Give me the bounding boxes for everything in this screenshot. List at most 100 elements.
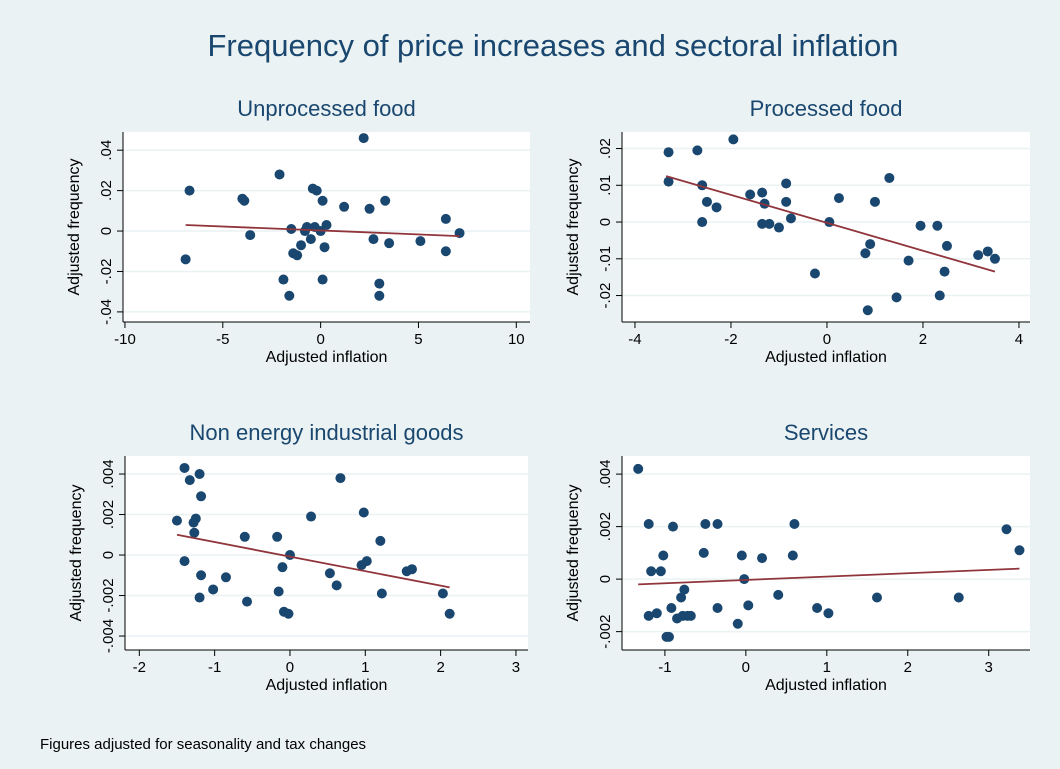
point	[679, 584, 690, 595]
point	[643, 518, 654, 529]
point	[743, 600, 754, 611]
point	[358, 133, 369, 144]
point	[685, 610, 696, 621]
point	[809, 268, 820, 279]
point	[292, 250, 303, 261]
point	[306, 511, 317, 522]
point	[736, 550, 747, 561]
point	[633, 463, 644, 474]
point	[860, 248, 871, 259]
y-tick-label: .04	[98, 140, 115, 161]
point	[324, 568, 335, 579]
point	[903, 255, 914, 266]
point	[296, 240, 307, 251]
point	[989, 253, 1000, 264]
x-tick-label: 3	[985, 659, 993, 676]
point	[785, 213, 796, 224]
point	[196, 491, 207, 502]
y-tick-label: .004	[597, 460, 614, 489]
point	[278, 274, 289, 285]
point	[728, 134, 739, 145]
point	[939, 266, 950, 277]
point	[440, 213, 451, 224]
point	[712, 518, 723, 529]
point	[384, 238, 395, 249]
x-tick-label: 2	[436, 659, 444, 676]
plot-area	[622, 132, 1030, 322]
x-tick-label: 0	[316, 331, 324, 348]
x-tick-label: 0	[823, 331, 831, 348]
point	[194, 469, 205, 480]
point	[179, 556, 190, 567]
point	[274, 169, 285, 180]
y-axis-title: Adjusted frequency	[565, 485, 582, 622]
note: Figures adjusted for seasonality and tax…	[40, 736, 366, 753]
point	[655, 566, 666, 577]
point	[319, 242, 330, 253]
point	[773, 589, 784, 600]
point	[787, 550, 798, 561]
point	[646, 566, 657, 577]
point	[444, 608, 455, 619]
y-tick-label: .002	[597, 512, 614, 541]
point	[406, 564, 417, 575]
point	[663, 631, 674, 642]
x-axis-title: Adjusted inflation	[765, 677, 887, 694]
point	[196, 570, 207, 581]
point	[934, 290, 945, 301]
point	[757, 187, 768, 198]
point	[440, 246, 451, 257]
point	[361, 556, 372, 567]
x-tick-label: -2	[133, 659, 146, 676]
point	[732, 618, 743, 629]
point	[891, 292, 902, 303]
point	[335, 473, 346, 484]
point	[698, 547, 709, 558]
point	[676, 592, 687, 603]
point	[757, 553, 768, 564]
point	[1014, 545, 1025, 556]
subplot-title: Unprocessed food	[237, 96, 416, 121]
x-tick-label: -1	[208, 659, 221, 676]
point	[745, 189, 756, 200]
x-tick-label: -4	[628, 331, 641, 348]
point	[179, 462, 190, 473]
subplot-title: Non energy industrial goods	[190, 420, 464, 445]
point	[1001, 524, 1012, 535]
y-tick-label: .002	[100, 500, 117, 529]
point	[812, 602, 823, 613]
point	[239, 195, 250, 206]
point	[283, 608, 294, 619]
x-tick-label: 1	[823, 659, 831, 676]
point	[666, 602, 677, 613]
point	[781, 178, 792, 189]
point	[380, 195, 391, 206]
point	[375, 535, 386, 546]
subplot-title: Services	[784, 420, 868, 445]
point	[643, 610, 654, 621]
x-axis-title: Adjusted inflation	[765, 349, 887, 366]
x-tick-label: 0	[286, 659, 294, 676]
point	[242, 596, 253, 607]
point	[364, 203, 375, 214]
y-tick-label: .02	[98, 180, 115, 201]
y-tick-label: 0	[597, 575, 614, 583]
point	[220, 572, 231, 583]
y-tick-label: .02	[597, 138, 614, 159]
fit-line	[185, 224, 460, 237]
point	[272, 531, 283, 542]
y-tick-label: -.004	[100, 619, 117, 653]
point	[700, 518, 711, 529]
point	[184, 475, 195, 486]
chart-title: Frequency of price increases and sectora…	[208, 28, 899, 63]
x-tick-label: 5	[414, 331, 422, 348]
point	[311, 185, 322, 196]
point	[697, 217, 708, 228]
point	[273, 586, 284, 597]
y-tick-label: 0	[98, 227, 115, 235]
x-tick-label: -1	[658, 659, 671, 676]
point	[339, 201, 350, 212]
point	[317, 274, 328, 285]
point	[184, 185, 195, 196]
point	[941, 240, 952, 251]
